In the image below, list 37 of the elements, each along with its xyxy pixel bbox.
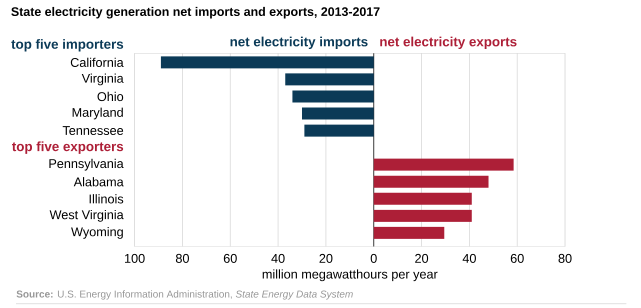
y-tick-label: Ohio — [98, 92, 124, 102]
y-tick-label: Pennsylvania — [49, 158, 124, 171]
y-tick-label: California — [70, 58, 124, 68]
text: Source: U.S. Energy Information Administration, State Energy Data System — [16, 290, 353, 300]
x-tick-label: 20 — [415, 254, 428, 263]
bar — [292, 90, 374, 103]
x-tick-label: 40 — [271, 254, 285, 263]
y-tick-label: West Virginia — [50, 210, 124, 222]
x-tick-label: 60 — [510, 254, 524, 263]
y-tick-label: Illinois — [90, 194, 124, 204]
x-tick-label: 100 — [125, 254, 145, 263]
bar — [285, 73, 374, 86]
x-tick-label: 80 — [176, 254, 189, 263]
y-tick-label: Virginia — [82, 74, 124, 86]
x-tick-label: 60 — [224, 254, 237, 263]
bar — [302, 108, 374, 120]
bar — [374, 158, 514, 171]
x-tick-label: 0 — [370, 254, 377, 263]
bar — [374, 192, 472, 205]
bar — [374, 226, 444, 239]
x-axis-title: million megawatthours per year — [262, 269, 438, 282]
y-tick-label: top five exporters — [12, 141, 124, 154]
chart-title: State electricity generation net imports and exports, 2013-2017 — [11, 7, 380, 19]
bar — [160, 56, 374, 68]
y-tick-label: top five importers — [11, 39, 124, 52]
x-tick-label: 40 — [462, 254, 476, 263]
series-label: net electricity imports — [230, 36, 368, 50]
y-tick-label: Wyoming — [71, 227, 123, 239]
bar — [374, 210, 472, 222]
y-tick-label: Alabama — [74, 177, 124, 186]
x-tick-label: 20 — [319, 254, 332, 263]
y-tick-label: Tennessee — [62, 126, 124, 136]
bar — [374, 176, 489, 188]
x-tick-label: 80 — [558, 254, 572, 263]
y-tick-label: Maryland — [72, 108, 123, 120]
bar — [304, 124, 374, 137]
text: net electricity exports — [380, 36, 517, 50]
